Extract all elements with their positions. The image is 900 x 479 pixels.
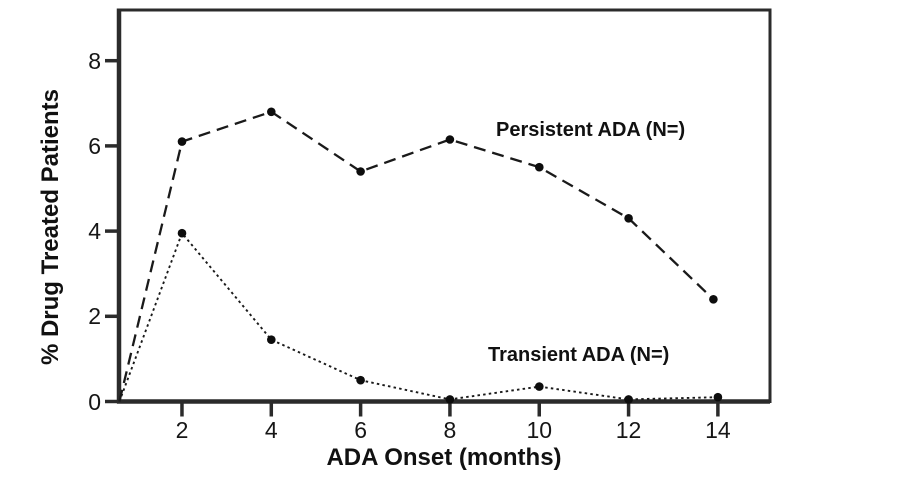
x-tick-label: 10 [526, 416, 553, 443]
y-tick-label: 0 [88, 388, 101, 415]
x-tick-label: 2 [175, 416, 189, 443]
transient-data-point-marker [624, 395, 633, 404]
persistent-data-point-marker [177, 137, 187, 146]
transient-data-point-marker [535, 382, 544, 391]
persistent-ada-line [118, 110, 715, 402]
y-tick-label: 6 [88, 132, 101, 159]
x-tick-label: 12 [615, 416, 642, 443]
persistent-data-point-marker [624, 214, 633, 223]
series-label-persistent-ada: Persistent ADA (N=) [496, 119, 686, 141]
persistent-data-point-marker [267, 107, 276, 117]
transient-data-point-marker [177, 228, 187, 238]
persistent-data-point-marker [445, 135, 455, 144]
x-tick-label: 14 [705, 416, 731, 443]
transient-ada-line [118, 231, 718, 402]
x-tick-label: 8 [443, 416, 457, 443]
x-tick-label: 6 [354, 416, 367, 443]
transient-data-point-marker [713, 392, 723, 402]
series-label-transient-ada: Transient ADA (N=) [488, 344, 670, 366]
persistent-data-point-marker [356, 167, 365, 176]
transient-data-point-marker [356, 375, 365, 385]
transient-data-point-marker [267, 335, 276, 345]
x-tick-label: 4 [264, 416, 278, 443]
x-axis-title: ADA Onset (months) [326, 444, 562, 471]
persistent-data-point-marker [709, 295, 718, 304]
y-tick-label: 4 [88, 218, 101, 245]
y-tick-label: 2 [88, 303, 101, 330]
y-tick-label: 8 [88, 47, 101, 74]
persistent-data-point-marker [535, 162, 544, 172]
transient-data-point-marker [445, 395, 455, 404]
plot-frame [117, 8, 772, 403]
